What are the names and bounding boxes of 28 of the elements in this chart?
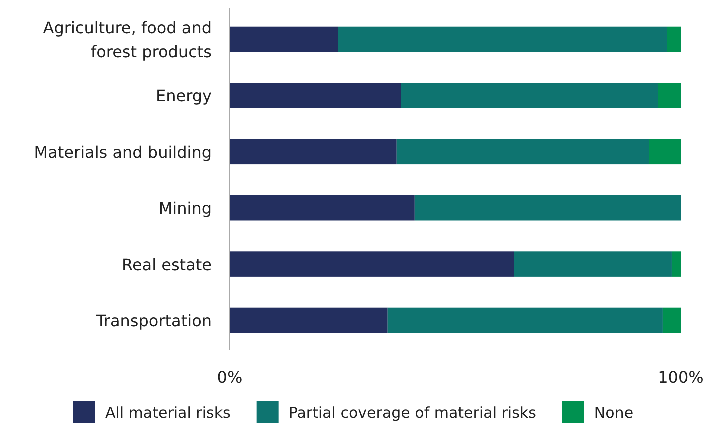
bar [414,195,681,221]
bar [230,139,397,165]
bar [514,252,672,277]
legend-label: Partial coverage of material risks [288,404,537,422]
x-tick-label: 100% [658,368,704,387]
bar [658,83,681,108]
legend-label: All material risks [105,404,232,422]
x-tick-label: 0% [217,368,243,387]
bar [230,308,388,334]
bar [230,83,402,108]
bar [649,139,681,165]
y-tick-label: Real estate [122,255,212,274]
legend-label: None [594,404,634,422]
bar [230,195,415,221]
bar [662,308,681,334]
y-tick-label: Energy [156,86,212,106]
y-tick-label: Transportation [95,311,212,330]
bar [396,139,650,165]
y-tick-label: Mining [158,199,212,218]
bar [230,252,514,277]
bar [338,26,668,52]
bar [401,83,658,108]
bar [667,26,681,52]
bar [388,308,663,334]
bar [672,252,681,277]
y-tick-label: Agriculture, food and forest products [43,18,212,62]
bar [230,26,338,52]
y-tick-label: Materials and building [34,142,212,162]
